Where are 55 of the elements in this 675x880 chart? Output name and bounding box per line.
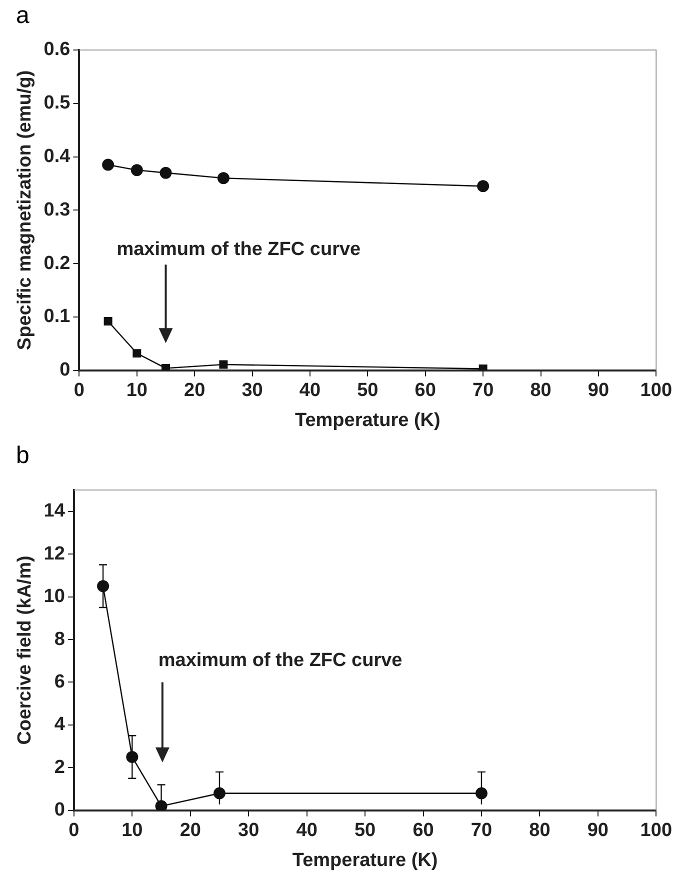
- point: [160, 166, 172, 179]
- y-tick-label: 6: [54, 671, 65, 692]
- x-tick-label: 100: [640, 380, 672, 402]
- point: [102, 158, 114, 171]
- y-tick-label: 0.1: [44, 306, 71, 328]
- x-tick-label: 50: [357, 380, 378, 402]
- y-axis-title: Specific magnetization (emu/g): [14, 70, 36, 350]
- x-tick-label: 40: [296, 820, 318, 842]
- point: [132, 349, 142, 358]
- point: [130, 164, 143, 176]
- x-tick-label: 60: [414, 380, 436, 402]
- x-tick-label: 20: [180, 820, 201, 842]
- y-tick-label: 0.6: [44, 39, 70, 60]
- x-tick-label: 10: [126, 380, 148, 402]
- chart-title: b: [16, 442, 30, 470]
- y-tick-label: 0.2: [44, 252, 70, 274]
- x-tick-label: 30: [242, 380, 263, 402]
- y-tick-label: 0: [60, 360, 70, 381]
- x-tick-label: 80: [530, 380, 552, 402]
- annotation: maximum of the ZFC curve: [116, 239, 361, 260]
- x-tick-label: 20: [184, 380, 206, 402]
- x-tick-label: 0: [74, 380, 84, 402]
- point: [477, 180, 490, 192]
- y-tick-label: 14: [44, 500, 66, 522]
- y-tick-label: 4: [54, 714, 66, 736]
- y-tick-label: 0.3: [44, 199, 70, 220]
- y-tick-label: 12: [44, 543, 65, 564]
- y-tick-label: 0.4: [44, 146, 71, 168]
- y-tick-label: 8: [54, 628, 65, 650]
- x-tick-label: 50: [354, 820, 376, 842]
- y-tick-label: 0: [54, 800, 65, 821]
- y-tick-label: 10: [44, 586, 65, 608]
- x-tick-label: 70: [472, 380, 494, 402]
- x-tick-label: 70: [470, 820, 492, 842]
- x-axis-title: Temperature (K): [292, 850, 438, 871]
- point: [219, 360, 228, 369]
- point: [217, 172, 230, 184]
- point: [155, 800, 168, 810]
- point: [213, 787, 226, 800]
- x-tick-label: 90: [587, 820, 608, 842]
- x-tick-label: 60: [412, 820, 434, 842]
- x-tick-label: 30: [238, 820, 260, 842]
- x-tick-label: 80: [529, 820, 550, 842]
- y-axis-title: Coercive field (kA/m): [14, 556, 36, 745]
- y-tick-label: 0.5: [44, 92, 71, 114]
- annotation: maximum of the ZFC curve: [158, 650, 402, 672]
- point: [104, 317, 112, 326]
- x-axis-title: Temperature (K): [295, 410, 440, 431]
- y-tick-label: 2: [54, 756, 65, 778]
- point: [475, 787, 488, 800]
- x-tick-label: 10: [122, 820, 143, 842]
- chart-title: a: [16, 2, 30, 30]
- x-tick-label: 40: [299, 380, 321, 402]
- x-tick-label: 90: [588, 380, 610, 402]
- x-tick-label: 100: [640, 820, 672, 842]
